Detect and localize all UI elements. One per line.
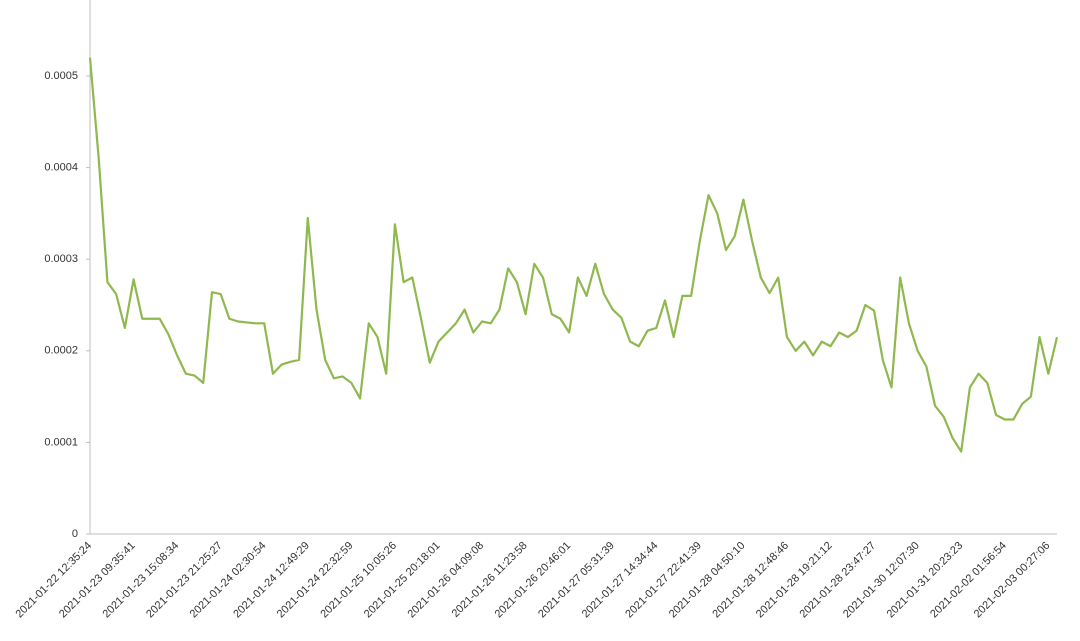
y-tick-label: 0.0004 — [44, 162, 78, 174]
x-tick-label: 2021-01-30 12:07:30 — [841, 540, 922, 621]
x-tick-label: 2021-01-25 10:05:26 — [318, 540, 399, 621]
x-tick-label: 2021-01-27 22:41:39 — [623, 540, 704, 621]
y-tick-label: 0.0002 — [44, 345, 78, 357]
x-tick-label: 2021-01-28 12:48:46 — [710, 540, 791, 621]
y-tick-label: 0.0003 — [44, 253, 78, 265]
x-tick-label: 2021-01-23 09:35:41 — [57, 540, 138, 621]
x-tick-label: 2021-01-24 12:49:29 — [231, 540, 312, 621]
x-tick-label: 2021-01-23 15:08:34 — [101, 540, 182, 621]
x-tick-label: 2021-01-27 05:31:39 — [536, 540, 617, 621]
x-tick-label: 2021-01-24 02:30:54 — [188, 540, 269, 621]
x-tick-label: 2021-01-27 14:34:44 — [580, 540, 661, 621]
x-tick-label: 2021-01-26 11:23:58 — [450, 540, 530, 620]
x-tick-label: 2021-01-25 20:18:01 — [362, 540, 443, 621]
y-tick-label: 0.0005 — [44, 70, 78, 82]
y-tick-label: 0.0001 — [44, 436, 78, 448]
x-tick-label: 2021-01-28 04:50:10 — [667, 540, 748, 621]
x-tick-label: 2021-02-03 00:27:06 — [972, 540, 1053, 621]
x-tick-label: 2021-01-24 22:32:59 — [275, 540, 356, 621]
x-tick-label: 2021-01-28 23:47:27 — [798, 540, 879, 621]
x-tick-label: 2021-02-02 01:56:54 — [928, 540, 1009, 621]
x-tick-label: 2021-01-22 12:35:24 — [13, 540, 94, 621]
x-tick-label: 2021-01-28 19:21:12 — [754, 540, 835, 621]
x-tick-label: 2021-01-26 20:46:01 — [493, 540, 574, 621]
x-tick-label: 2021-01-26 04:09:08 — [405, 540, 486, 621]
x-tick-label: 2021-01-23 21:25:27 — [144, 540, 225, 621]
x-tick-label: 2021-01-31 20:23:23 — [885, 540, 966, 621]
line — [88, 57, 1059, 453]
y-tick-label: 0 — [72, 528, 78, 540]
